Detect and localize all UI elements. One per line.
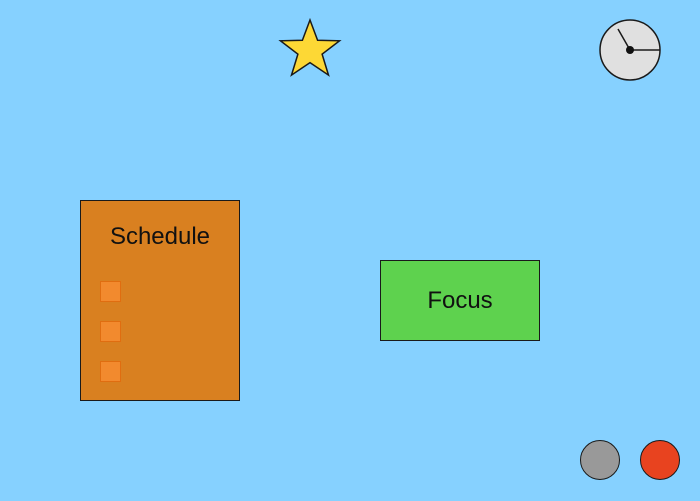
focus-button[interactable]: Focus [380,260,540,341]
task-checkbox-3[interactable] [100,361,121,382]
clock-icon[interactable] [598,18,662,82]
task-checkbox-1[interactable] [100,281,121,302]
schedule-title: Schedule [109,223,211,250]
schedule-card: Schedule [80,200,240,401]
star-icon[interactable] [278,18,342,82]
task-checkbox-2[interactable] [100,321,121,342]
red-circle-button[interactable] [640,440,680,480]
focus-button-label: Focus [427,286,493,314]
gray-circle-button[interactable] [580,440,620,480]
